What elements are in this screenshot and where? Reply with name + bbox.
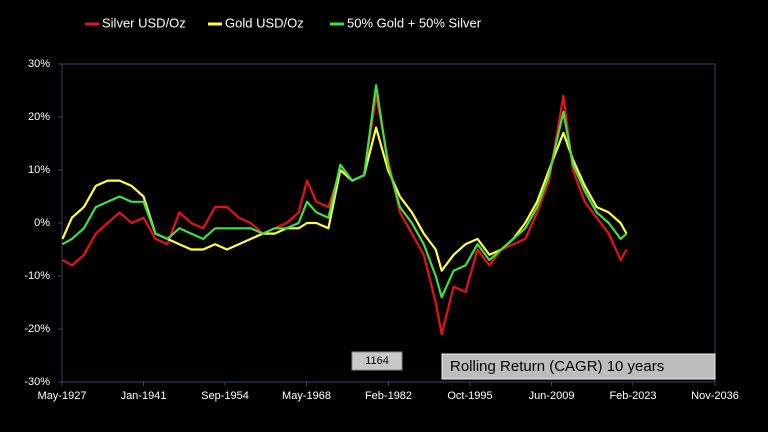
- x-tick-label: Jan-1941: [121, 390, 167, 402]
- legend-label: 50% Gold + 50% Silver: [347, 15, 482, 30]
- legend-label: Gold USD/Oz: [225, 15, 304, 30]
- x-tick-label: Sep-1954: [201, 390, 249, 402]
- y-tick-label: 10%: [28, 164, 50, 176]
- legend-label: Silver USD/Oz: [102, 15, 186, 30]
- series-line: [61, 84, 628, 299]
- annotation: Rolling Return (CAGR) 10 years: [450, 358, 664, 375]
- y-tick-label: -20%: [24, 323, 50, 335]
- x-tick-label: Jun-2009: [529, 390, 575, 402]
- y-tick-label: -10%: [24, 270, 50, 282]
- y-tick-label: 0%: [34, 217, 50, 229]
- x-tick-label: Oct-1995: [447, 390, 492, 402]
- annotation: 1164: [365, 355, 389, 367]
- annotation-box: [441, 353, 716, 380]
- x-tick-label: Feb-2023: [609, 390, 656, 402]
- x-tick-label: Feb-1982: [365, 390, 412, 402]
- x-tick-label: Nov-2036: [691, 390, 739, 402]
- y-tick-label: -30%: [24, 376, 50, 388]
- annotation-box: [351, 351, 403, 371]
- y-tick-label: 20%: [28, 111, 50, 123]
- x-tick-label: May-1927: [38, 390, 87, 402]
- y-tick-label: 30%: [28, 58, 50, 70]
- x-tick-label: May-1968: [282, 390, 331, 402]
